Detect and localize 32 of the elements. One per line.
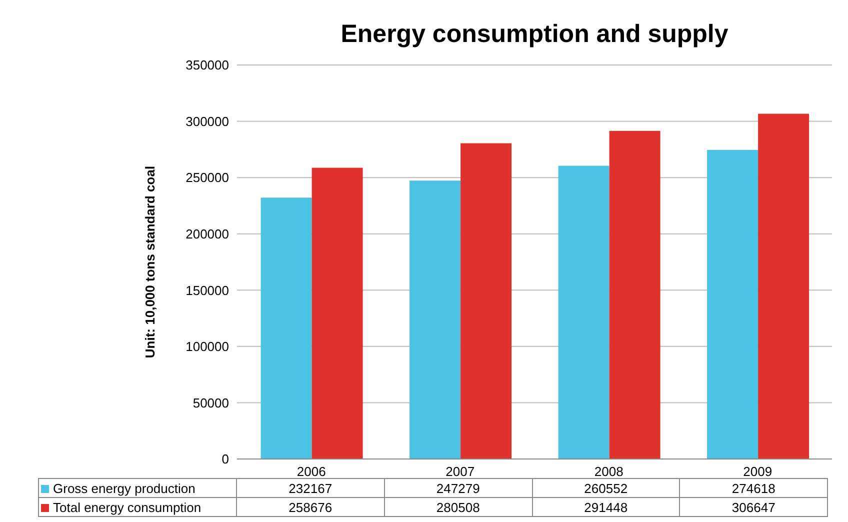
bar — [260, 198, 312, 459]
x-tick-label: 2008 — [594, 464, 624, 480]
data-label: 258676 — [236, 498, 384, 516]
y-tick-label: 150000 — [186, 282, 229, 298]
data-label: 291448 — [532, 498, 680, 516]
legend-label: Total energy consumption — [38, 498, 236, 516]
data-label: 232167 — [236, 478, 384, 498]
bar — [758, 114, 810, 459]
data-label: 260552 — [532, 478, 680, 498]
bar — [707, 150, 758, 459]
y-tick-label: 200000 — [186, 226, 229, 242]
bar — [410, 180, 461, 459]
x-tick-label: 2009 — [743, 464, 772, 480]
y-tick-label: 0 — [222, 452, 229, 467]
y-tick-label: 350000 — [186, 58, 229, 73]
y-tick-label: 250000 — [186, 170, 229, 186]
data-label: 280508 — [384, 498, 532, 516]
x-tick-label: 2006 — [296, 464, 326, 480]
legend-label: Gross energy production — [38, 478, 236, 498]
y-tick-label: 300000 — [186, 114, 229, 129]
y-tick-label: 100000 — [186, 339, 229, 354]
data-label: 274618 — [680, 478, 828, 498]
y-tick-label: 50000 — [192, 395, 229, 410]
bar — [609, 130, 660, 459]
data-label: 306647 — [680, 498, 828, 516]
chart-title: Energy consumption and supply — [340, 20, 730, 49]
bar — [558, 166, 610, 459]
x-tick-label: 2007 — [446, 464, 475, 480]
bar — [460, 143, 512, 459]
bar — [312, 168, 363, 459]
data-label: 247279 — [384, 478, 532, 498]
y-axis-title: Unit: 10,000 tons standard coal — [142, 166, 158, 358]
